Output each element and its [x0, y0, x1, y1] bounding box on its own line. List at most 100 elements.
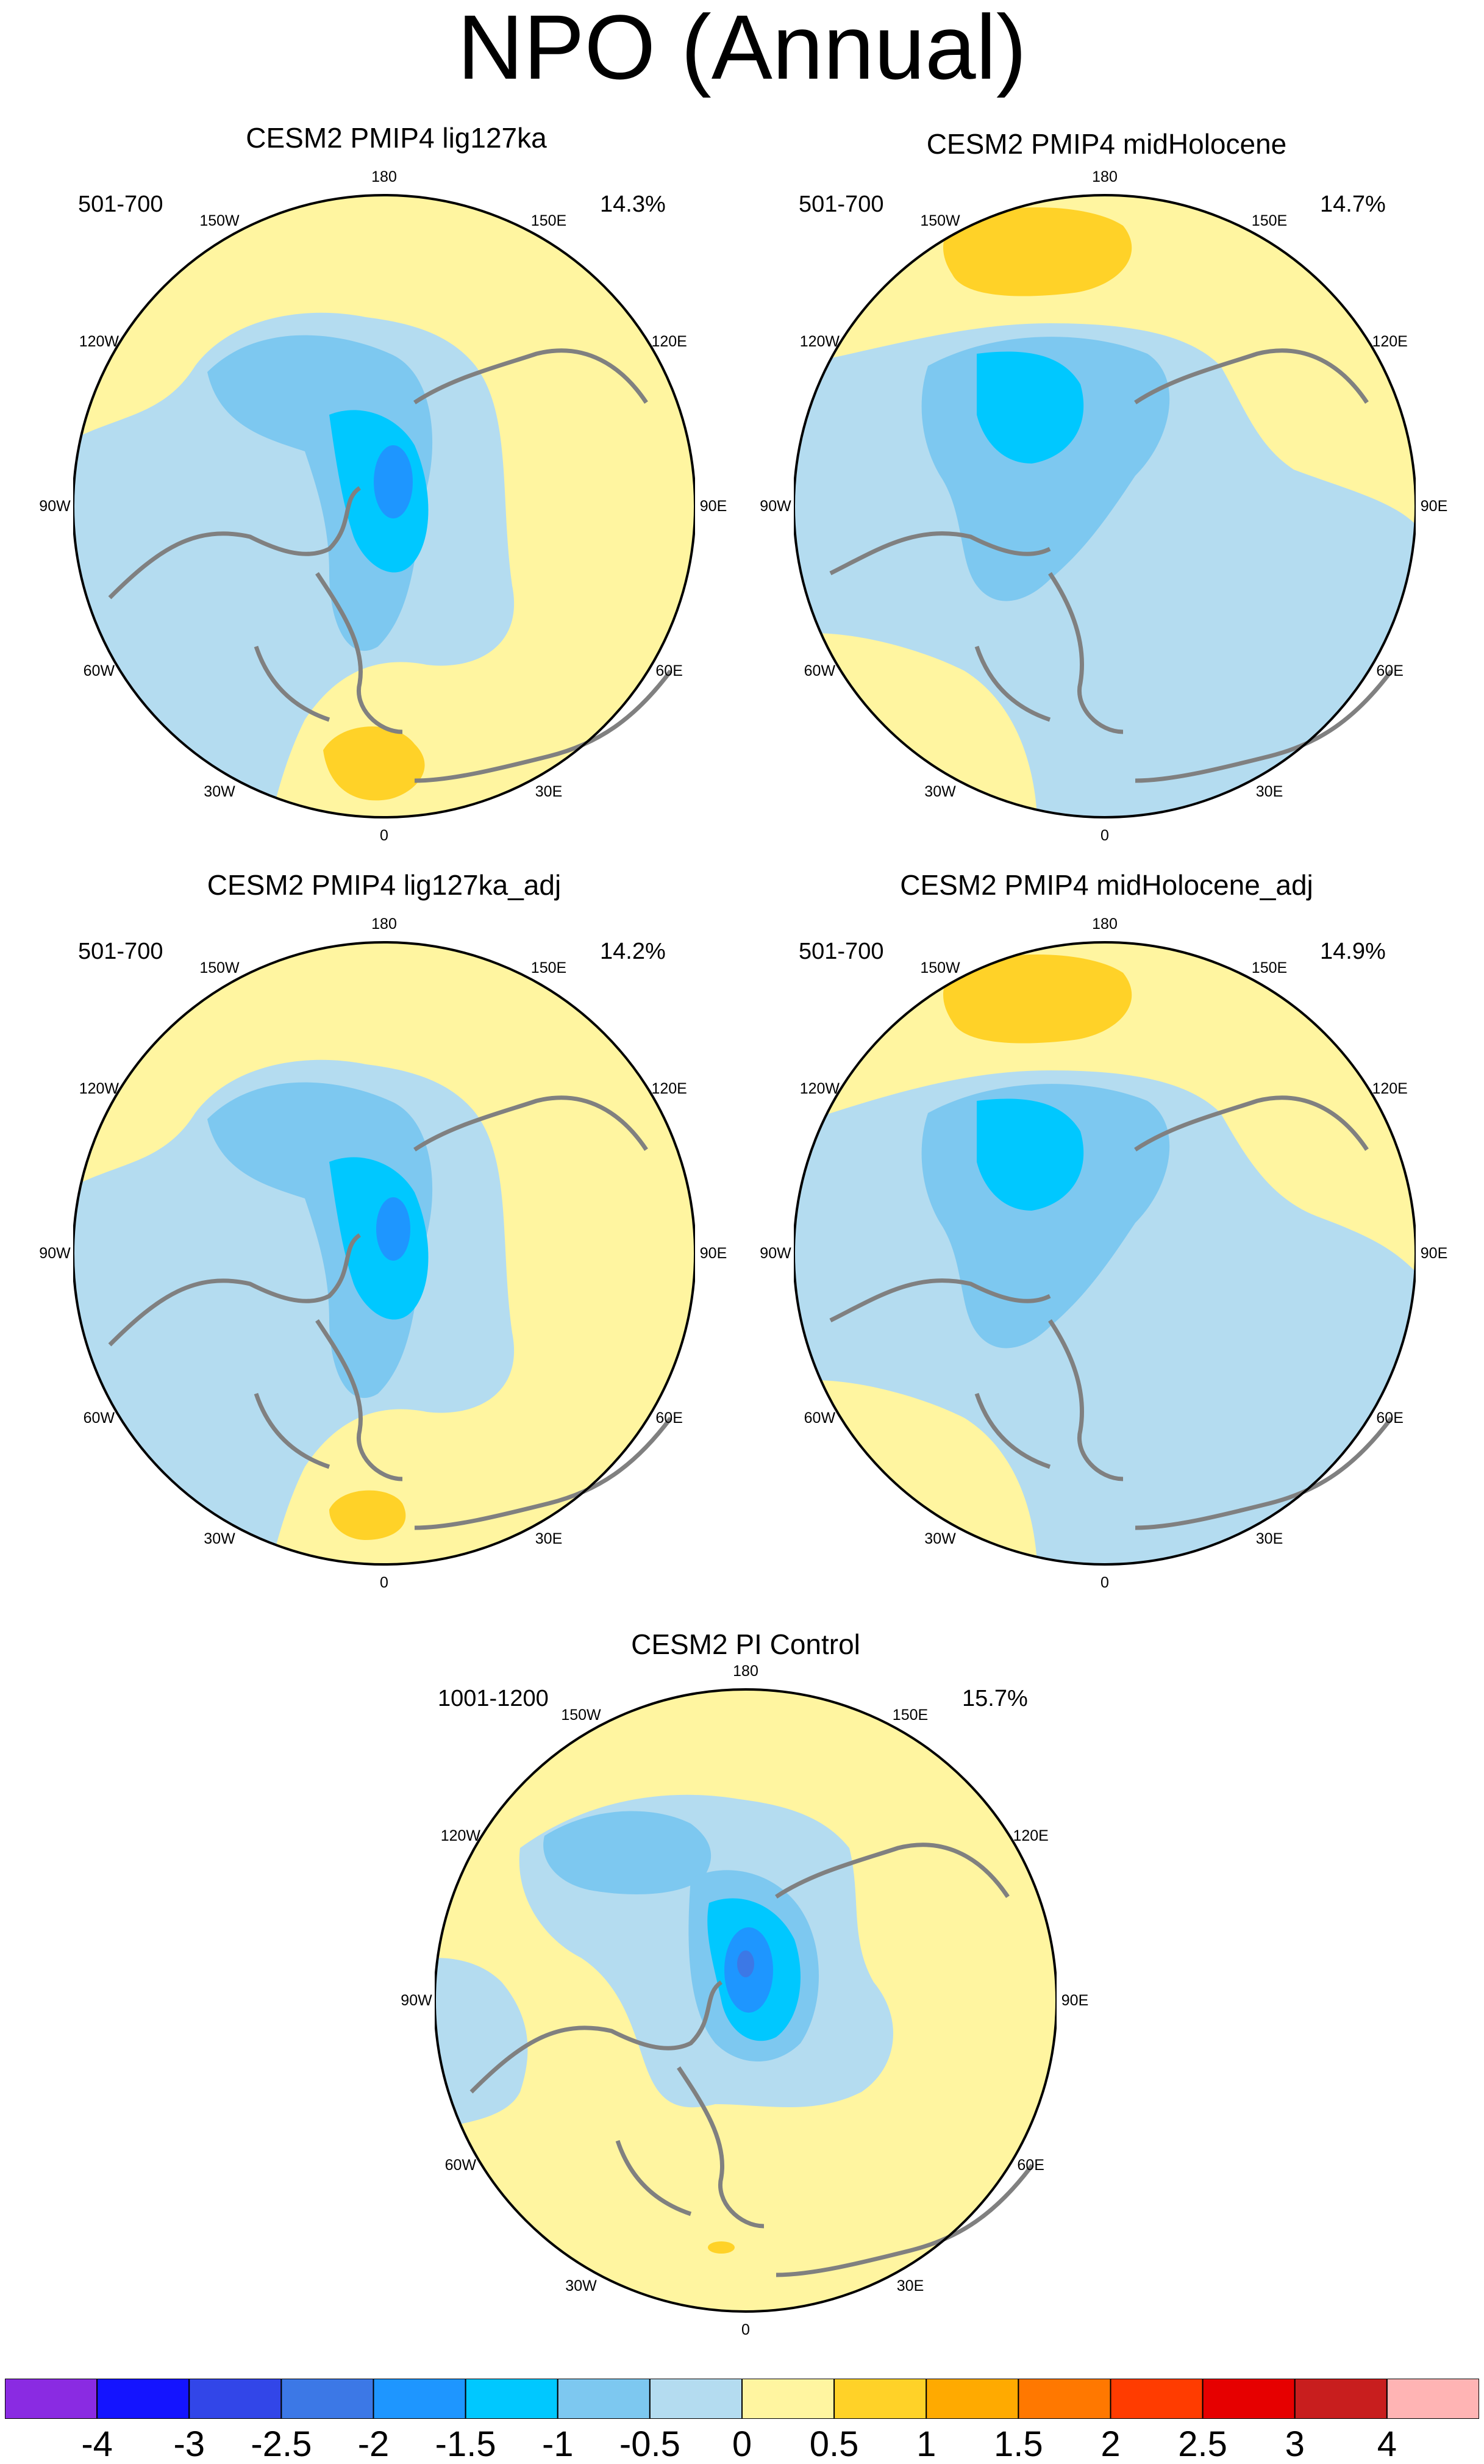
longitude-label: 60E — [655, 662, 683, 679]
colorbar-tick-label: -2 — [357, 2424, 390, 2464]
variance-percent: 14.7% — [1320, 192, 1386, 217]
longitude-label: 30E — [535, 1530, 563, 1547]
longitude-label: 60W — [83, 662, 115, 679]
polar-map — [794, 194, 1416, 818]
positive-region-1 — [943, 954, 1132, 1044]
longitude-label: 120W — [440, 1827, 480, 1844]
longitude-label: 0 — [741, 2321, 750, 2338]
longitude-label: 180 — [1092, 168, 1118, 185]
panel-title: CESM2 PMIP4 midHolocene — [926, 128, 1287, 160]
longitude-label: 180 — [1092, 915, 1118, 933]
longitude-label: 90E — [699, 1245, 727, 1262]
longitude-label: 30E — [896, 2277, 924, 2294]
longitude-label: 150E — [530, 959, 567, 977]
longitude-label: 120W — [799, 333, 840, 350]
longitude-label: 60E — [1017, 2157, 1044, 2174]
colorbar-swatch — [280, 2379, 374, 2419]
longitude-label: 120E — [1013, 1827, 1049, 1844]
longitude-label: 150W — [920, 959, 960, 977]
variance-percent: 14.3% — [600, 192, 666, 217]
negative-core — [374, 445, 413, 518]
longitude-label: 60W — [444, 2157, 477, 2174]
longitude-label: 60W — [804, 662, 836, 679]
colorbar-tick-label: -4 — [81, 2424, 113, 2464]
colorbar-swatch — [741, 2379, 835, 2419]
positive-region-1 — [943, 207, 1132, 296]
colorbar-tick-label: -3 — [173, 2424, 205, 2464]
longitude-label: 120W — [79, 1080, 119, 1097]
colorbar-swatch — [833, 2379, 927, 2419]
longitude-label: 60W — [804, 1409, 836, 1427]
polar-map — [794, 941, 1416, 1566]
figure-title: NPO (Annual) — [457, 0, 1027, 98]
negative-region-1-pacific — [543, 1811, 712, 1894]
colorbar-swatch — [373, 2379, 466, 2419]
colorbar-tick-label: 0.5 — [809, 2424, 859, 2464]
longitude-label: 30W — [204, 1530, 235, 1547]
year-range: 501-700 — [78, 939, 163, 964]
colorbar — [5, 2379, 1479, 2419]
longitude-label: 30W — [204, 783, 235, 800]
longitude-label: 30E — [1255, 783, 1283, 800]
colorbar-tick-label: 1.5 — [994, 2424, 1043, 2464]
colorbar-swatch — [5, 2379, 98, 2419]
longitude-label: 120W — [799, 1080, 840, 1097]
longitude-label: 180 — [371, 915, 397, 933]
panel-title: CESM2 PMIP4 midHolocene_adj — [900, 869, 1313, 901]
longitude-label: 120W — [79, 333, 119, 350]
negative-core — [376, 1197, 410, 1261]
positive-region-1 — [708, 2241, 735, 2254]
longitude-label: 60E — [655, 1409, 683, 1427]
colorbar-tick-label: -1.5 — [435, 2424, 496, 2464]
polar-map — [73, 194, 695, 818]
year-range: 1001-1200 — [438, 1686, 549, 1711]
coastlines — [108, 348, 672, 783]
longitude-label: 120E — [651, 333, 687, 350]
colorbar-swatch — [1202, 2379, 1296, 2419]
colorbar-tick-label: 4 — [1377, 2424, 1397, 2464]
longitude-label: 90W — [39, 1245, 71, 1262]
variance-percent: 14.9% — [1320, 939, 1386, 964]
colorbar-tick-label: -0.5 — [619, 2424, 680, 2464]
colorbar-tick-label: -1 — [541, 2424, 574, 2464]
polar-map — [435, 1688, 1057, 2313]
panel-title: CESM2 PMIP4 lig127ka — [246, 122, 547, 154]
colorbar-swatch — [1386, 2379, 1479, 2419]
colorbar-swatch — [1294, 2379, 1388, 2419]
negative-region-1.5 — [977, 1098, 1084, 1211]
colorbar-tick-label: 1 — [916, 2424, 936, 2464]
longitude-label: 60E — [1376, 1409, 1404, 1427]
longitude-label: 0 — [1101, 1574, 1109, 1591]
longitude-label: 150E — [892, 1707, 929, 1724]
colorbar-swatch — [926, 2379, 1019, 2419]
map-boundary — [435, 1688, 1057, 2313]
coastlines — [469, 1843, 1034, 2277]
colorbar-swatch — [188, 2379, 282, 2419]
year-range: 501-700 — [799, 192, 884, 217]
colorbar-swatch — [1110, 2379, 1204, 2419]
colorbar-swatch — [96, 2379, 190, 2419]
negative-core — [737, 1950, 754, 1977]
panel-title: CESM2 PI Control — [631, 1628, 860, 1660]
map-boundary — [73, 194, 695, 818]
longitude-label: 150W — [920, 212, 960, 230]
longitude-label: 180 — [371, 168, 397, 185]
negative-region-1.5 — [977, 351, 1084, 464]
longitude-label: 150E — [530, 212, 567, 230]
year-range: 501-700 — [799, 939, 884, 964]
longitude-label: 0 — [380, 1574, 388, 1591]
colorbar-tick-label: 2.5 — [1178, 2424, 1227, 2464]
panel-title: CESM2 PMIP4 lig127ka_adj — [207, 869, 562, 901]
variance-percent: 15.7% — [962, 1686, 1028, 1711]
polar-map — [73, 941, 695, 1566]
longitude-label: 150W — [199, 212, 240, 230]
colorbar-tick-label: 2 — [1101, 2424, 1121, 2464]
positive-region-1 — [329, 1490, 406, 1540]
longitude-label: 60E — [1376, 662, 1404, 679]
longitude-label: 150W — [199, 959, 240, 977]
longitude-label: 180 — [733, 1663, 758, 1680]
longitude-label: 120E — [1372, 1080, 1408, 1097]
longitude-label: 30E — [1255, 1530, 1283, 1547]
coastlines — [829, 348, 1393, 783]
coastlines — [108, 1095, 672, 1530]
